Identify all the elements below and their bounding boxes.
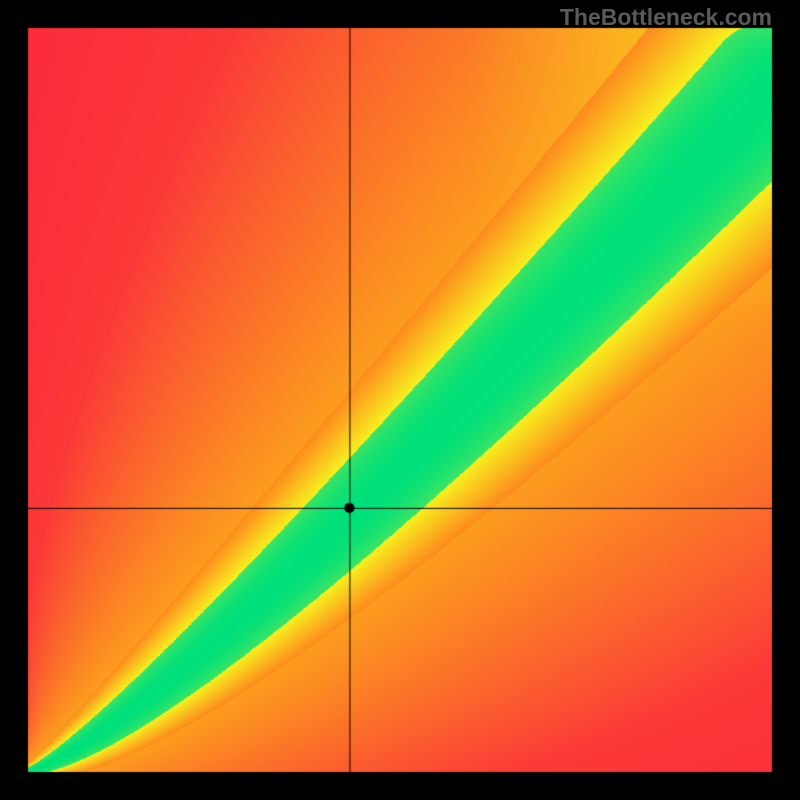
watermark-text: TheBottleneck.com	[560, 4, 772, 31]
bottleneck-heatmap	[0, 0, 800, 800]
chart-container: { "watermark": { "text": "TheBottleneck.…	[0, 0, 800, 800]
